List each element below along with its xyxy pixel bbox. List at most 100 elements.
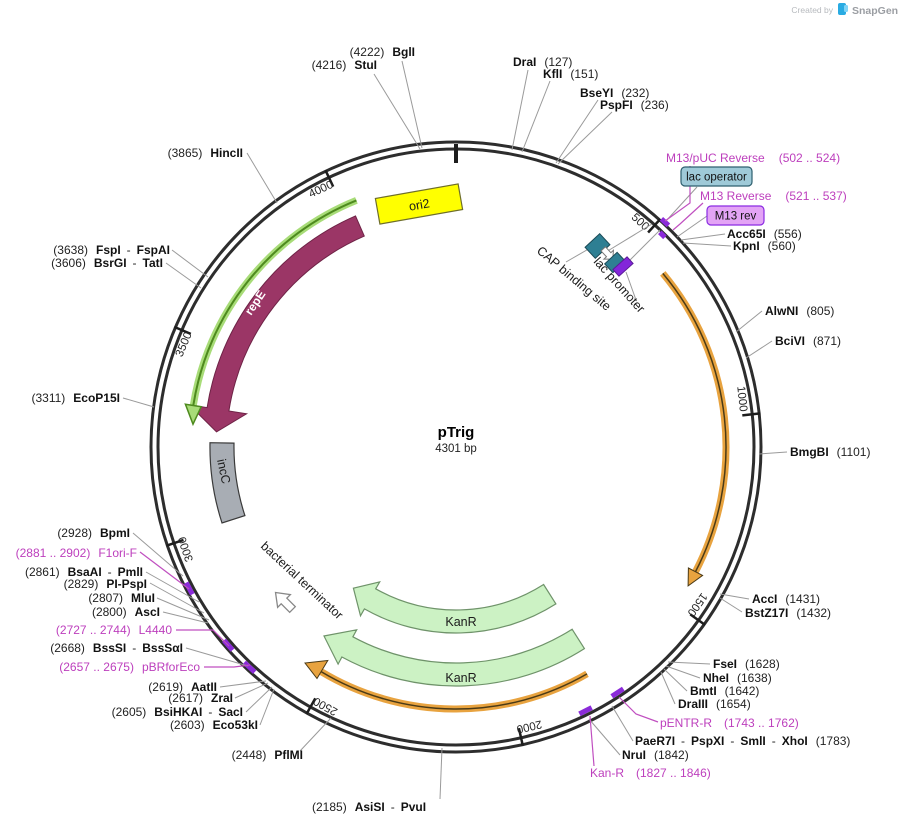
primer-label-l4440: (2727 .. 2744) L4440 <box>56 623 172 637</box>
connector-line-magenta <box>589 715 595 767</box>
connector-line <box>132 532 184 577</box>
tick-label-3500: 3500 <box>174 330 195 358</box>
connector-line <box>605 223 653 253</box>
connector-line <box>122 397 155 408</box>
site-label-paer7: PaeR7I - PspXI - SmlI - XhoI (1783) <box>635 734 850 748</box>
lac-promoter-box <box>612 256 634 277</box>
primer-label-kanr: Kan-R (1827 .. 1846) <box>590 766 711 780</box>
plasmid-ring <box>149 140 763 754</box>
site-label-nru1: NruI (1842) <box>622 748 689 762</box>
tick-2000 <box>517 727 525 746</box>
tick-label-4000: 4000 <box>307 179 335 201</box>
connector-line <box>627 229 661 263</box>
connector-line-magenta <box>672 202 704 231</box>
plasmid-ring-outer <box>149 140 763 754</box>
m13-rev-box <box>706 205 765 226</box>
kanr-arrow-inner <box>352 580 557 634</box>
primer-mark-m13puc <box>659 217 671 228</box>
ori2-box <box>374 183 464 225</box>
orange-arc-right-arrowhead <box>687 567 704 587</box>
orange-arc-bottom-arrowhead <box>304 659 329 680</box>
tick-500 <box>647 218 662 234</box>
connector-line-magenta <box>618 696 659 723</box>
connector-line <box>401 60 423 149</box>
site-label-bstz17: BstZ17I (1432) <box>745 606 831 620</box>
connector-line <box>511 69 529 151</box>
site-label-asis1: (2185) AsiSI - PvuI <box>312 800 426 814</box>
tick-marks: 500 1000 1500 2000 2500 3000 3500 4000 <box>166 169 761 746</box>
site-label-bsey1: BseYI (232) <box>580 86 649 100</box>
connector-line <box>259 688 275 726</box>
primer-label-f1ori: (2881 .. 2902) F1ori-F <box>16 546 137 560</box>
incc-box <box>209 442 246 524</box>
connector-line <box>145 571 200 603</box>
tick-label-1500: 1500 <box>685 590 710 618</box>
site-label-stu1: (4216) StuI <box>312 58 377 72</box>
plasmid-size: 4301 bp <box>435 443 477 455</box>
connector-line <box>555 99 599 164</box>
tick-1000 <box>742 412 761 417</box>
tick-label-1000: 1000 <box>734 386 749 413</box>
repe-arrow <box>187 215 365 433</box>
site-label-asc1: (2800) AscI <box>92 605 160 619</box>
site-label-hinc2: (3865) HincII <box>168 146 243 160</box>
site-label-bsrg1: (3606) BsrGI - TatI <box>51 256 163 270</box>
site-label-ecop15: (3311) EcoP15I <box>32 391 121 405</box>
connector-line <box>719 593 750 600</box>
feature-bacterial-terminator: bacterial terminator <box>258 539 346 622</box>
green-arc-arrowhead <box>184 403 203 427</box>
site-label-bmt1: BmtI (1642) <box>690 684 759 698</box>
snapgene-logo-icon-inner <box>844 5 848 12</box>
connector-line <box>758 451 788 455</box>
tick-label-2000: 2000 <box>515 717 543 734</box>
site-label-dra3: DraIII (1654) <box>678 697 751 711</box>
connector-line <box>156 597 210 621</box>
site-label-pflm1: (2448) PflMI <box>232 748 303 762</box>
orange-arc-bottom-line <box>320 670 588 710</box>
primer-label-m13rev: M13 Reverse (521 .. 537) <box>700 189 847 203</box>
connector-line <box>665 186 698 222</box>
green-arc-line <box>192 199 357 406</box>
lac-operator-label: lac operator <box>686 172 747 184</box>
connector-line <box>611 705 634 742</box>
primer-label-m13puc: M13/pUC Reverse (502 .. 524) <box>666 151 840 165</box>
site-label-dra1: DraI (127) <box>513 55 572 69</box>
site-label-acc65: Acc65I (556) <box>727 227 802 241</box>
connector-line <box>234 682 269 699</box>
site-label-mlu1: (2807) MluI <box>88 591 155 605</box>
kanr-arrow-outer <box>323 628 586 687</box>
primer-label-pentr: pENTR-R (1743 .. 1762) <box>660 716 799 730</box>
connector-line <box>299 717 332 752</box>
site-label-pipsp: (2829) PI-PspI <box>64 577 147 591</box>
connector-line <box>185 647 249 667</box>
label-boxes: lac operator M13 rev <box>680 166 765 226</box>
tick-3000 <box>166 538 184 547</box>
connector-line <box>625 271 637 301</box>
connector-line <box>667 661 711 665</box>
lac-operator-box <box>680 166 753 187</box>
site-label-aat2: (2619) AatII <box>148 680 217 694</box>
promoter-arrow-icon <box>600 246 615 260</box>
connector-line <box>663 668 688 692</box>
connector-line <box>219 680 267 688</box>
primer-mark-pbrforeco <box>242 660 257 674</box>
site-label-kpn1: KpnI (560) <box>733 239 796 253</box>
site-label-bsihka: (2605) BsiHKAI - SacI <box>112 705 243 719</box>
site-label-alwn1: AlwNI (805) <box>765 304 834 318</box>
connector-line <box>149 582 205 614</box>
enzyme-labels-right: DraI (127) KflI (151) BseYI (232) PspFI (236… <box>513 55 870 762</box>
connector-line <box>680 233 726 241</box>
site-label-bgl1: (4222) BglI <box>350 45 415 59</box>
primer-mark-pentr <box>610 686 625 699</box>
ori2-label: ori2 <box>408 196 431 213</box>
connector-line-magenta <box>139 551 190 590</box>
connector-line <box>660 671 676 705</box>
orange-arc-right-line <box>662 272 727 573</box>
feature-incc: incC <box>209 442 246 524</box>
m13-rev-label: M13 rev <box>715 211 757 223</box>
connector-line <box>719 597 743 613</box>
connector-line <box>162 611 209 624</box>
feature-kanr-2: KanR <box>323 628 586 687</box>
site-label-fse1: FseI (1628) <box>713 657 780 671</box>
